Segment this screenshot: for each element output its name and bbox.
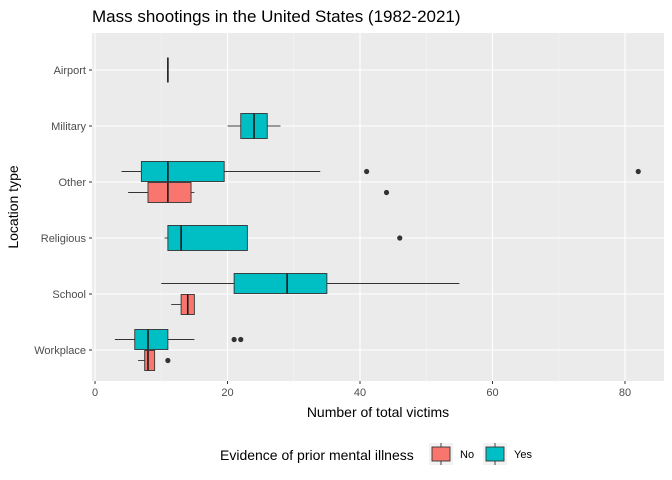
legend-label-yes: Yes <box>514 449 532 461</box>
legend-key-no <box>429 443 453 465</box>
y-axis-title: Location type <box>5 165 21 248</box>
grid-lines <box>92 33 664 381</box>
y-tick-label: Military <box>51 121 86 133</box>
y-tick-label: Religious <box>41 233 87 245</box>
legend-key-yes <box>483 443 507 465</box>
x-tick-label: 20 <box>221 387 233 399</box>
box-body <box>167 225 248 251</box>
outlier-point <box>231 336 237 343</box>
chart-title: Mass shootings in the United States (198… <box>92 7 461 26</box>
box-body <box>144 350 156 371</box>
legend: Evidence of prior mental illness No Yes <box>220 443 532 465</box>
legend-key-swatch <box>431 446 451 462</box>
box-religious-yes <box>164 225 403 251</box>
box-other-yes <box>121 161 641 182</box>
box-military-yes <box>227 113 281 139</box>
outlier-point <box>165 357 171 364</box>
outlier-point <box>383 189 390 196</box>
plot-panel <box>92 33 664 381</box>
legend-key-swatch <box>485 446 505 462</box>
x-tick-label: 0 <box>92 387 98 399</box>
box-school-no <box>171 294 195 315</box>
chart-marks <box>114 57 641 371</box>
legend-title: Evidence of prior mental illness <box>220 447 414 463</box>
outlier-point <box>364 168 370 175</box>
legend-label-no: No <box>460 449 474 461</box>
box-body <box>134 329 169 350</box>
x-axis-title: Number of total victims <box>307 404 449 420</box>
y-tick-label: Other <box>58 177 86 189</box>
outlier-point <box>238 336 244 343</box>
x-tick-label: 60 <box>486 387 498 399</box>
x-axis: 0 20 40 60 80 <box>92 381 631 399</box>
y-tick-label: Airport <box>54 65 86 77</box>
box-workplace-no <box>138 350 171 371</box>
box-body <box>233 273 328 294</box>
outlier-point <box>397 235 403 241</box>
box-other-no <box>128 182 390 203</box>
outlier-point <box>635 168 641 175</box>
box-body <box>140 161 225 182</box>
box-school-yes <box>161 273 460 294</box>
y-tick-label: Workplace <box>34 345 86 357</box>
y-axis: Airport Military Other Religious School Workp… <box>34 65 92 357</box>
box-body <box>147 182 192 203</box>
x-tick-label: 40 <box>354 387 366 399</box>
y-tick-label: School <box>52 289 86 301</box>
box-workplace-yes <box>114 329 244 350</box>
x-tick-label: 80 <box>619 387 631 399</box>
